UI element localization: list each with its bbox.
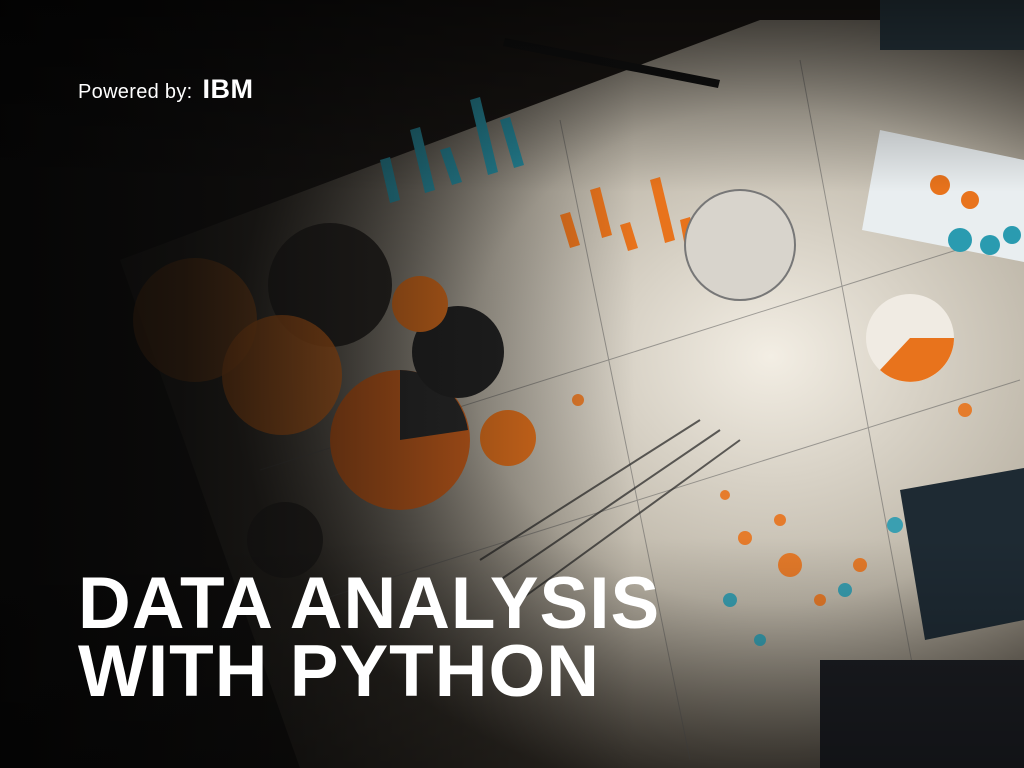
powered-by: Powered by: IBM [78, 74, 253, 105]
ibm-logo-text: IBM [202, 74, 254, 104]
course-title: DATA ANALYSIS WITH PYTHON [78, 563, 661, 712]
title-line-1: DATA ANALYSIS [78, 563, 661, 644]
title-line-2: WITH PYTHON [78, 631, 600, 712]
powered-by-label: Powered by: [78, 81, 193, 103]
